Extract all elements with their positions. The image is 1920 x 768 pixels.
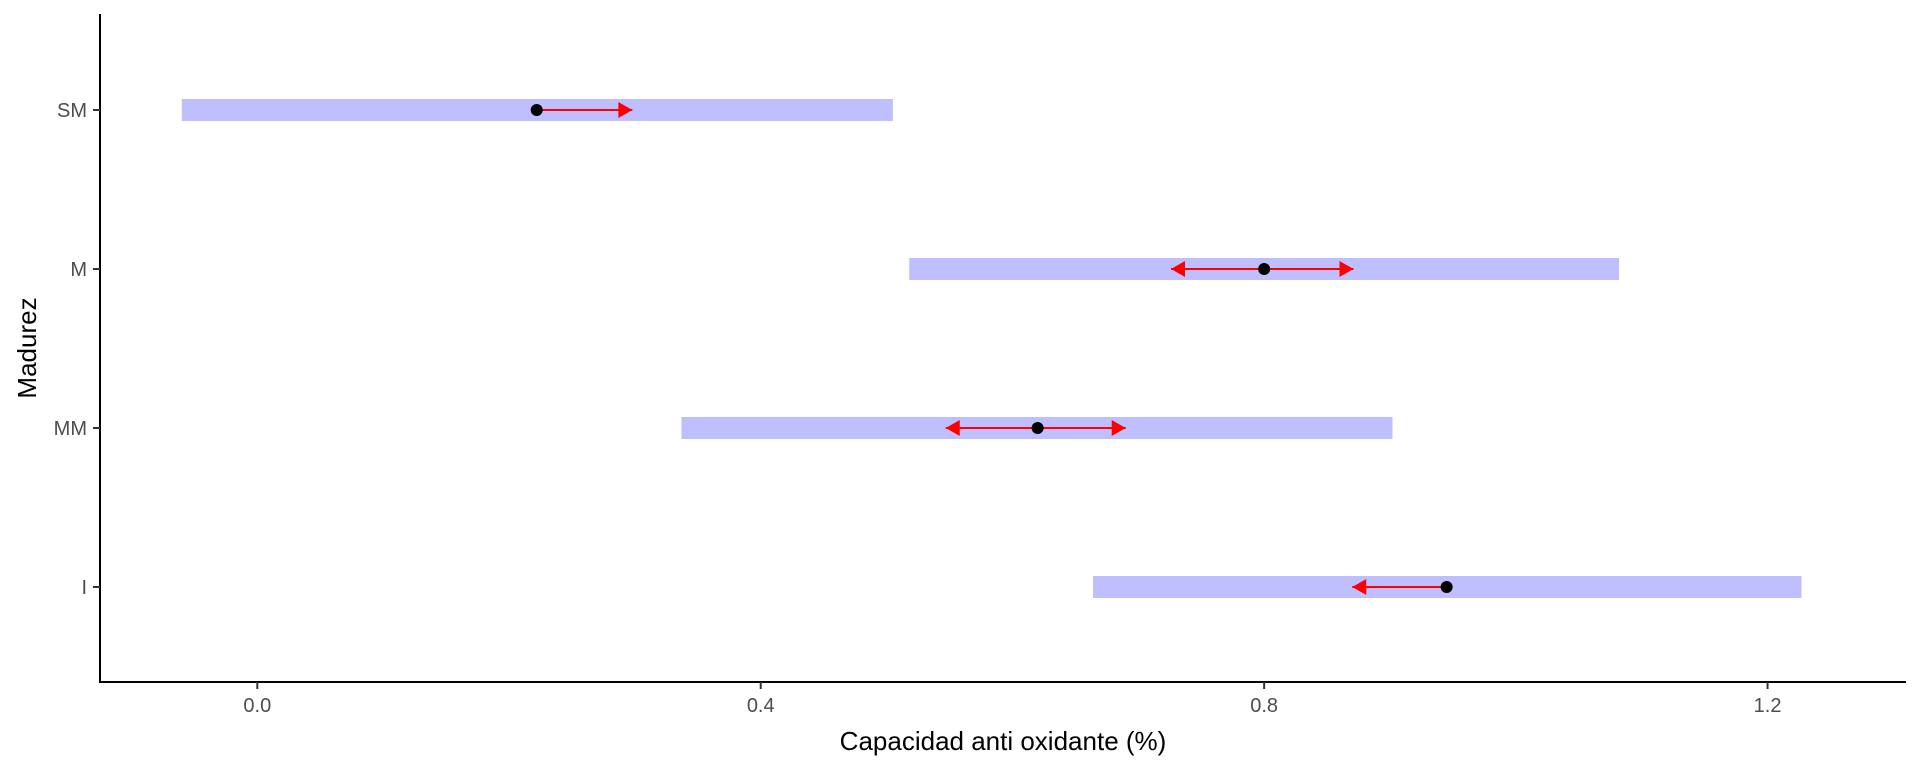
x-axis-ticks: 0.0 0.4 0.8 1.2 — [243, 682, 1781, 717]
arrow-head-m-left — [1171, 261, 1186, 277]
y-tick-label-i: I — [81, 577, 87, 599]
mean-point-mm — [1031, 422, 1044, 434]
interval-bars — [181, 99, 1802, 598]
x-tick-label-1: 0.4 — [747, 695, 775, 717]
arrow-head-m-right — [1339, 261, 1354, 277]
x-tick-label-2: 0.8 — [1250, 695, 1278, 717]
arrow-head-i-left — [1352, 579, 1367, 595]
mean-point-sm — [530, 104, 543, 116]
arrow-head-mm-right — [1111, 420, 1126, 436]
arrow-head-sm-right — [618, 102, 633, 118]
x-tick-label-3: 1.2 — [1754, 695, 1782, 717]
arrow-head-mm-left — [945, 420, 960, 436]
y-tick-label-m: M — [70, 259, 87, 281]
y-tick-label-sm: SM — [57, 100, 87, 122]
arrow-group — [536, 102, 1447, 595]
y-axis-title: Madurez — [12, 297, 42, 398]
x-axis-title: Capacidad anti oxidante (%) — [840, 726, 1167, 756]
x-tick-label-0: 0.0 — [243, 695, 271, 717]
mean-point-m — [1258, 263, 1271, 275]
y-tick-label-mm: MM — [54, 418, 87, 440]
mean-point-i — [1440, 581, 1453, 593]
point-group — [530, 104, 1453, 593]
